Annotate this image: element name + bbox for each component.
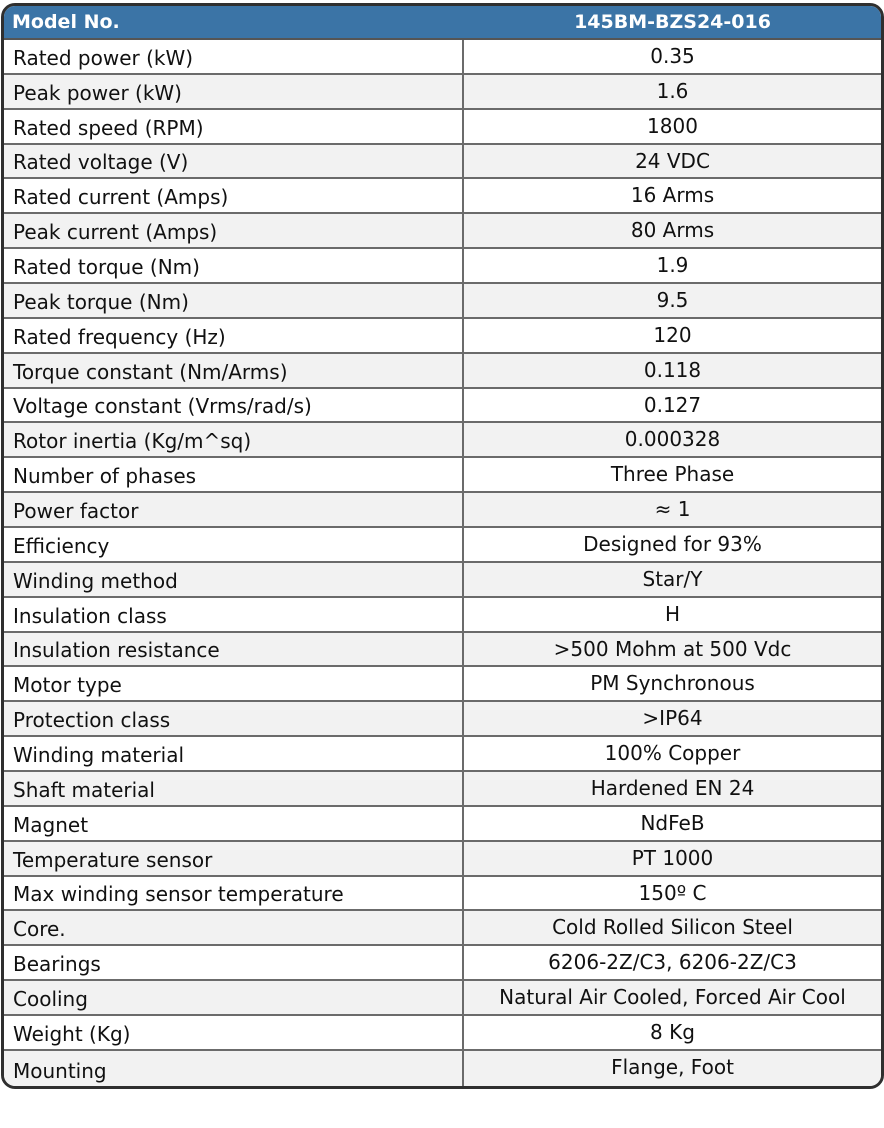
row-value: 1.9 [656, 253, 689, 278]
table-row: Peak power (kW) 1.6 [4, 74, 881, 110]
row-value: 0.000328 [624, 427, 721, 452]
row-value: Star/Y [642, 566, 703, 591]
table-row: Voltage constant (Vrms/rad/s) 0.127 [4, 388, 881, 424]
table-row: Max winding sensor temperature 150º C [4, 876, 881, 912]
table-row: Rated speed (RPM) 1800 [4, 109, 881, 145]
header-label: Model No. [12, 11, 120, 33]
row-label: Insulation resistance [4, 632, 464, 666]
table-row: Shaft material Hardened EN 24 [4, 772, 881, 807]
row-label: Core. [4, 911, 464, 945]
row-value: 1800 [647, 113, 698, 138]
table-row: Torque constant (Nm/Arms) 0.118 [4, 353, 881, 389]
table-row: Power factor ≈ 1 [4, 493, 881, 529]
row-value: Cold Rolled Silicon Steel [552, 915, 793, 940]
table-row: Rated current (Amps) 16 Arms [4, 179, 881, 215]
row-label: Rated frequency (Hz) [4, 318, 464, 352]
table-row: Bearings 6206-2Z/C3, 6206-2Z/C3 [4, 946, 881, 982]
row-label: Cooling [4, 981, 464, 1015]
table-row: Efficiency Designed for 93% [4, 528, 881, 563]
row-value: 9.5 [656, 288, 689, 313]
row-label: Rated power (kW) [4, 40, 464, 73]
table-row: Insulation resistance >500 Mohm at 500 Vd… [4, 632, 881, 668]
row-label: Efficiency [4, 528, 464, 561]
row-value: >500 Mohm at 500 Vdc [553, 636, 792, 661]
row-value: H [664, 601, 681, 626]
row-value: 8 Kg [650, 1020, 695, 1045]
table-row: Magnet NdFeB [4, 806, 881, 842]
row-value: Flange, Foot [611, 1054, 734, 1079]
row-label: Torque constant (Nm/Arms) [4, 353, 464, 387]
row-value: ≈ 1 [654, 497, 691, 522]
row-value: 0.127 [643, 392, 702, 417]
row-label: Mounting [4, 1050, 464, 1086]
table-row: Number of phases Three Phase [4, 458, 881, 494]
row-label: Rated speed (RPM) [4, 109, 464, 143]
row-value: Designed for 93% [583, 532, 762, 557]
row-value: 16 Arms [630, 183, 715, 208]
table-row: Weight (Kg) 8 Kg [4, 1016, 881, 1051]
row-label: Shaft material [4, 772, 464, 805]
row-value: 150º C [638, 880, 707, 905]
row-value: Three Phase [610, 462, 735, 487]
row-value: 0.35 [650, 44, 695, 68]
table-row: Temperature sensor PT 1000 [4, 841, 881, 877]
table-row: Rated frequency (Hz) 120 [4, 318, 881, 354]
header-value: 145BM-BZS24-016 [574, 11, 771, 33]
row-label: Rotor inertia (Kg/m^sq) [4, 423, 464, 457]
row-label: Temperature sensor [4, 841, 464, 875]
row-value: NdFeB [640, 810, 705, 835]
table-row: Peak current (Amps) 80 Arms [4, 214, 881, 250]
table-row: Insulation class H [4, 597, 881, 633]
table-row: Rated power (kW) 0.35 [4, 40, 881, 75]
table-row: Winding method Star/Y [4, 562, 881, 598]
row-value: 80 Arms [630, 218, 715, 243]
table-body: Rated power (kW) 0.35 Peak power (kW) 1.6 Ra… [4, 40, 881, 1086]
row-label: Protection class [4, 702, 464, 736]
row-value: PM Synchronous [590, 671, 755, 696]
row-value: Hardened EN 24 [590, 776, 755, 801]
table-row: Mounting Flange, Foot [4, 1050, 881, 1086]
row-value: 0.118 [643, 357, 702, 382]
row-label: Peak torque (Nm) [4, 284, 464, 317]
row-value: 100% Copper [604, 741, 741, 766]
table-header: Model No. 145BM-BZS24-016 [4, 6, 881, 40]
row-label: Insulation class [4, 597, 464, 631]
table-row: Peak torque (Nm) 9.5 [4, 284, 881, 319]
table-row: Core. Cold Rolled Silicon Steel [4, 911, 881, 947]
row-value: PT 1000 [631, 845, 714, 870]
table-row: Rated torque (Nm) 1.9 [4, 249, 881, 285]
row-label: Voltage constant (Vrms/rad/s) [4, 388, 464, 422]
row-label: Power factor [4, 493, 464, 527]
row-label: Rated voltage (V) [4, 144, 464, 178]
table-row: Rotor inertia (Kg/m^sq) 0.000328 [4, 423, 881, 459]
row-label: Bearings [4, 946, 464, 980]
row-value: 1.6 [656, 78, 689, 103]
table-row: Rated voltage (V) 24 VDC [4, 144, 881, 180]
table-row: Cooling Natural Air Cooled, Forced Air Co… [4, 981, 881, 1017]
row-label: Number of phases [4, 458, 464, 492]
spec-table: Model No. 145BM-BZS24-016 Rated power (k… [1, 3, 884, 1089]
table-row: Winding material 100% Copper [4, 737, 881, 773]
row-label: Rated current (Amps) [4, 179, 464, 213]
row-label: Weight (Kg) [4, 1016, 464, 1049]
row-label: Winding method [4, 562, 464, 596]
table-row: Motor type PM Synchronous [4, 667, 881, 703]
row-label: Winding material [4, 737, 464, 771]
row-label: Peak current (Amps) [4, 214, 464, 248]
table-row: Protection class >IP64 [4, 702, 881, 738]
row-label: Magnet [4, 806, 464, 840]
row-value: 6206-2Z/C3, 6206-2Z/C3 [548, 950, 797, 975]
row-label: Max winding sensor temperature [4, 876, 464, 910]
row-value: 24 VDC [635, 148, 710, 173]
row-value: Natural Air Cooled, Forced Air Cool [499, 985, 846, 1010]
row-label: Rated torque (Nm) [4, 249, 464, 283]
row-label: Motor type [4, 667, 464, 701]
row-label: Peak power (kW) [4, 74, 464, 108]
row-value: 120 [653, 322, 692, 347]
row-value: >IP64 [642, 706, 703, 731]
